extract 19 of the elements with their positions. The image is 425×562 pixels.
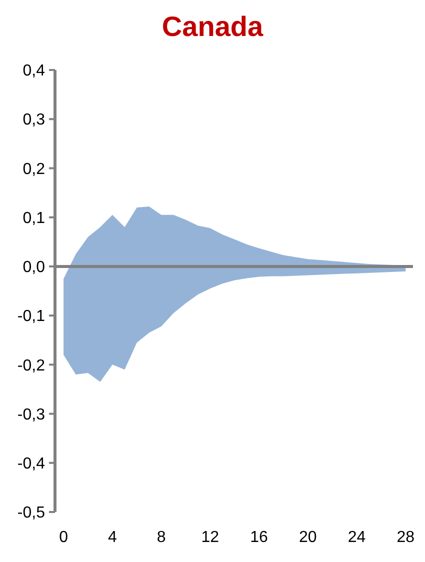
x-tick-label: 0 bbox=[59, 529, 68, 546]
y-tick-label: 0,1 bbox=[22, 210, 46, 227]
y-tick-label: 0,3 bbox=[22, 112, 46, 129]
y-tick-label: -0,2 bbox=[17, 357, 46, 374]
y-tick-label: 0,2 bbox=[22, 160, 46, 178]
y-tick-label: 0,0 bbox=[22, 259, 46, 276]
x-tick-label: 16 bbox=[250, 529, 268, 546]
chart-title: Canada bbox=[162, 11, 264, 42]
x-tick-label: 28 bbox=[396, 529, 415, 546]
y-tick-label: -0,5 bbox=[17, 504, 46, 522]
y-tick-label: -0,3 bbox=[17, 406, 46, 424]
x-tick-label: 8 bbox=[156, 529, 166, 546]
x-tick-label: 12 bbox=[201, 529, 220, 546]
y-tick-label: -0,4 bbox=[17, 455, 46, 472]
x-tick-label: 24 bbox=[348, 529, 366, 546]
x-tick-label: 4 bbox=[108, 529, 117, 546]
y-tick-label: 0,4 bbox=[22, 62, 46, 80]
x-tick-label: 20 bbox=[299, 529, 317, 546]
y-tick-label: -0,1 bbox=[17, 308, 46, 326]
